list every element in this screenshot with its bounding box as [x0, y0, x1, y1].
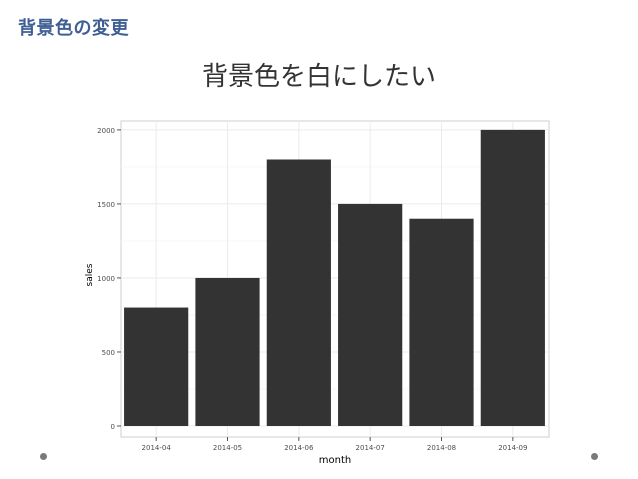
plot-panel	[120, 120, 550, 438]
x-tick-label: 2014-04	[142, 444, 172, 452]
y-tick-label: 2000	[97, 127, 115, 135]
y-tick-label: 1000	[97, 275, 115, 283]
x-tick-label: 2014-05	[213, 444, 242, 452]
bar-2014-04	[124, 307, 189, 426]
bars	[124, 129, 545, 427]
slide-dot-left	[40, 453, 47, 460]
y-axis-ticks: 0 500 1000 1500 2000	[97, 127, 121, 431]
x-tick-label: 2014-07	[356, 444, 385, 452]
x-tick-label: 2014-08	[427, 444, 456, 452]
y-axis-label: sales	[85, 263, 95, 286]
y-tick-label: 0	[111, 423, 115, 431]
slide-heading: 背景色の変更	[18, 18, 129, 39]
bar-2014-06	[266, 159, 331, 426]
bar-2014-07	[338, 203, 403, 426]
bar-2014-09	[480, 129, 545, 427]
x-tick-label: 2014-06	[284, 444, 314, 452]
slide-title: 背景色を白にしたい	[201, 62, 436, 92]
slide-dot-right	[591, 453, 598, 460]
bar-2014-08	[409, 218, 474, 426]
x-axis-ticks: 2014-04 2014-05 2014-06 2014-07 2014-08 2014-…	[142, 437, 527, 452]
x-tick-label: 2014-09	[498, 444, 527, 452]
y-tick-label: 1500	[97, 201, 115, 209]
y-tick-label: 500	[102, 349, 115, 357]
x-axis-label: month	[319, 455, 351, 466]
bar-2014-05	[195, 277, 260, 426]
